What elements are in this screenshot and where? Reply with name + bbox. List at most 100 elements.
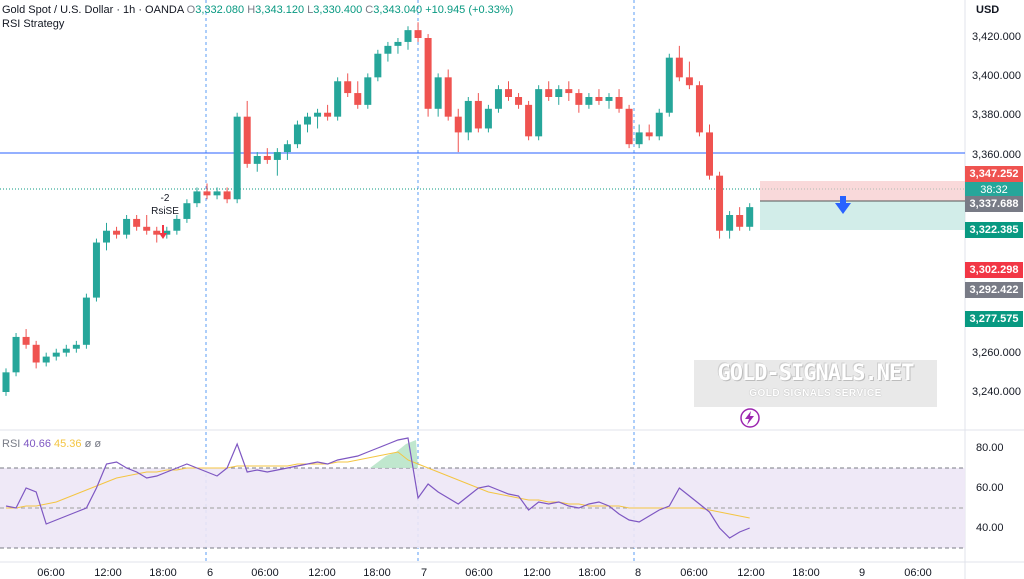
rsi-tick: 40.00 [976,522,1004,534]
rsi-extra-2: ø [94,438,102,450]
candle-body[interactable] [253,156,261,164]
candle-body[interactable] [293,124,301,145]
candle-body[interactable] [163,230,171,235]
candle-body[interactable] [92,242,100,298]
time-tick: 06:00 [904,567,932,579]
candle-body[interactable] [464,100,472,133]
take-profit-tag: 3,322.385 [965,222,1023,238]
candle-body[interactable] [716,175,724,231]
candle-body[interactable] [113,230,121,235]
candle-body[interactable] [515,97,523,105]
candle-body[interactable] [72,344,80,349]
candle-body[interactable] [665,57,673,113]
candle-body[interactable] [615,97,623,109]
candle-body[interactable] [173,218,181,231]
candle-body[interactable] [474,100,482,129]
candle-body[interactable] [746,207,754,227]
candle-body[interactable] [273,152,281,160]
candle-body[interactable] [123,218,131,235]
time-tick: 6 [207,567,213,579]
candle-body[interactable] [82,297,90,345]
candle-body[interactable] [565,89,573,94]
candle-body[interactable] [42,356,50,363]
candle-body[interactable] [143,226,151,231]
time-tick: 18:00 [792,567,820,579]
candle-body[interactable] [454,116,462,133]
candle-body[interactable] [193,191,201,204]
symbol-info[interactable]: Gold Spot / U.S. Dollar · 1h · OANDA O3,… [2,4,513,17]
candle-body[interactable] [62,348,70,353]
high-label: H [247,4,256,16]
candle-body[interactable] [2,372,10,392]
candle-body[interactable] [494,89,502,109]
candle-body[interactable] [645,132,653,137]
close-label: C [365,4,374,16]
candle-body[interactable] [283,144,291,153]
candle-body[interactable] [334,81,342,117]
candle-body[interactable] [706,132,713,176]
candle-body[interactable] [324,112,332,117]
candle-body[interactable] [605,97,613,101]
candle-body[interactable] [545,89,553,97]
candle-body[interactable] [32,344,40,363]
candle-body[interactable] [595,97,603,101]
signal-arrow-head [159,233,167,239]
candle-body[interactable] [414,30,422,38]
candle-body[interactable] [263,156,271,160]
candle-body[interactable] [404,30,412,42]
candle-body[interactable] [153,230,161,235]
candle-body[interactable] [434,77,442,109]
candle-body[interactable] [22,336,30,345]
candle-body[interactable] [384,45,392,54]
candle-body[interactable] [374,53,382,78]
candle-body[interactable] [394,41,402,46]
strategy-label[interactable]: RSI Strategy [2,18,65,30]
currency-label[interactable]: USD [976,4,1000,16]
candle-body[interactable] [314,112,322,117]
lightning-icon[interactable] [740,408,760,428]
candle-body[interactable] [52,352,60,357]
time-tick: 18:00 [149,567,177,579]
candle-body[interactable] [444,77,452,117]
candle-body[interactable] [505,89,512,97]
candle-body[interactable] [575,93,583,105]
candle-body[interactable] [625,108,633,145]
sell-arrow-head [835,203,851,214]
signal-name: RsiSE [151,206,179,217]
candle-body[interactable] [203,191,211,196]
candle-body[interactable] [675,57,683,78]
candle-body[interactable] [635,132,643,145]
candle-body[interactable] [223,191,231,200]
candle-body[interactable] [695,85,703,133]
time-tick: 06:00 [251,567,279,579]
candle-body[interactable] [243,116,251,164]
candle-body[interactable] [736,215,744,227]
candle-body[interactable] [424,38,432,109]
candle-body[interactable] [133,218,141,227]
candle-body[interactable] [183,203,191,219]
candle-body[interactable] [213,191,221,196]
rsi-tick: 60.00 [976,482,1004,494]
candle-body[interactable] [233,116,241,200]
candle-body[interactable] [103,230,110,243]
candle-body[interactable] [685,77,693,86]
symbol-name[interactable]: Gold Spot / U.S. Dollar · 1h · OANDA [2,4,184,16]
candle-body[interactable] [525,104,533,137]
close-value: 3,343.040 [373,4,423,16]
price-tick: 3,420.000 [972,31,1021,43]
rsi-legend[interactable]: RSI 40.66 45.36 ø ø [2,438,101,451]
candle-body[interactable] [344,81,352,94]
candle-body[interactable] [585,97,593,105]
candle-body[interactable] [12,336,20,373]
candle-body[interactable] [555,89,563,97]
candle-body[interactable] [655,112,663,137]
time-tick: 9 [859,567,865,579]
candle-body[interactable] [726,215,734,231]
candle-body[interactable] [484,108,492,129]
candle-body[interactable] [535,89,543,137]
lightning-icon-glyph [745,411,754,425]
candle-body[interactable] [304,116,311,125]
candle-body[interactable] [354,93,362,105]
candle-body[interactable] [364,77,372,105]
